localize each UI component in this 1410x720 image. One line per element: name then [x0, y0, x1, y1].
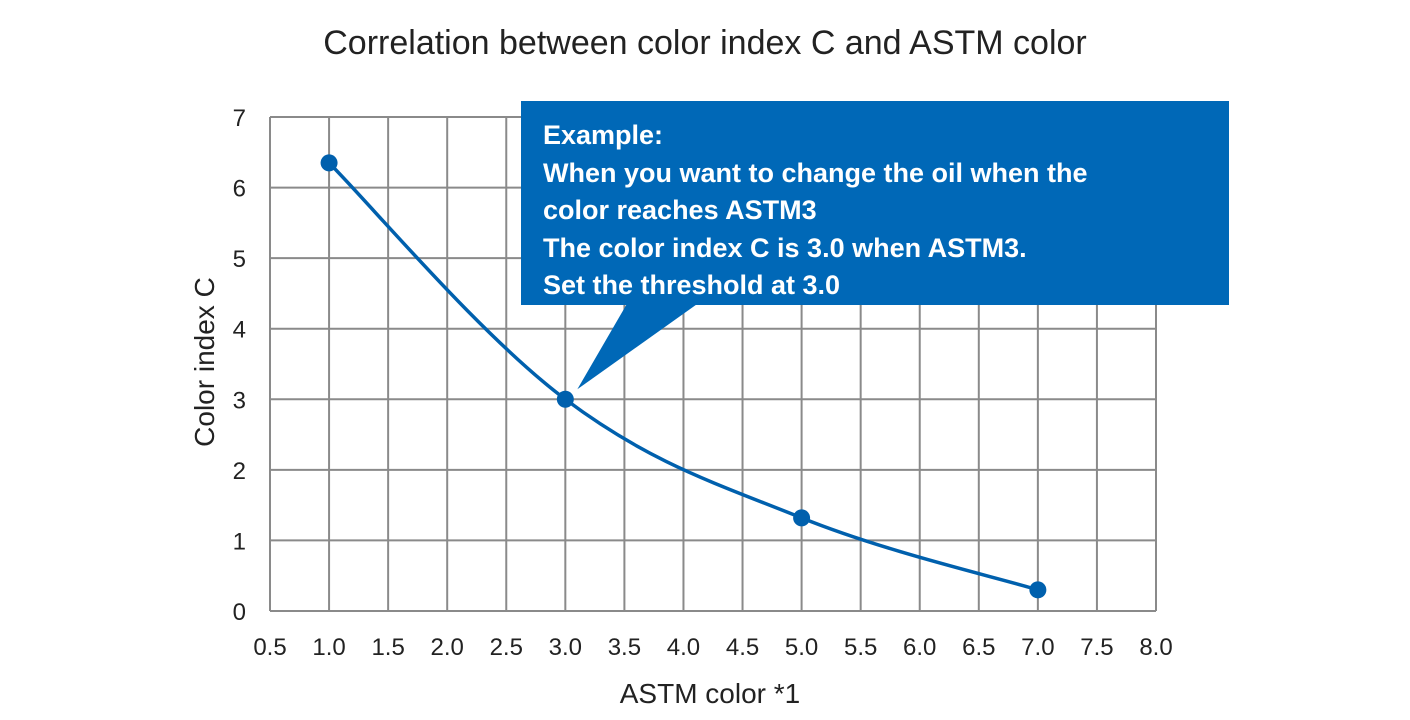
x-tick-label: 1.0: [312, 634, 345, 661]
x-tick-label: 2.0: [431, 634, 464, 661]
y-tick-label: 2: [233, 458, 246, 485]
y-tick-label: 4: [233, 317, 246, 344]
x-tick-label: 5.5: [844, 634, 877, 661]
x-tick-label: 4.5: [726, 634, 759, 661]
y-tick-label: 3: [233, 387, 246, 414]
x-tick-label: 6.5: [962, 634, 995, 661]
x-tick-label: 4.0: [667, 634, 700, 661]
callout-line: color reaches ASTM3: [543, 195, 817, 225]
x-tick-label: 3.0: [549, 634, 582, 661]
x-tick-label: 8.0: [1139, 634, 1172, 661]
x-tick-label: 2.5: [490, 634, 523, 661]
data-point: [1029, 581, 1047, 599]
y-tick-label: 1: [233, 528, 246, 555]
series-line: [327, 161, 1039, 592]
chart-title: Correlation between color index C and AS…: [323, 24, 1087, 62]
x-tick-label: 6.0: [903, 634, 936, 661]
x-tick-label: 3.5: [608, 634, 641, 661]
callout-line: Example:: [543, 120, 664, 150]
y-axis-label: Color index C: [189, 277, 220, 447]
callout-pointer: [577, 302, 700, 390]
x-axis-label: ASTM color *1: [619, 678, 801, 709]
x-tick-label: 7.0: [1021, 634, 1054, 661]
y-tick-label: 0: [233, 599, 246, 626]
x-tick-label: 5.0: [785, 634, 818, 661]
callout-line: Set the threshold at 3.0: [543, 270, 841, 300]
x-tick-label: 1.5: [371, 634, 404, 661]
x-tick-label: 0.5: [253, 634, 286, 661]
callout-line: The color index C is 3.0 when ASTM3.: [543, 232, 1027, 263]
y-tick-label: 7: [233, 105, 246, 132]
data-point: [320, 154, 338, 172]
x-tick-label: 7.5: [1080, 634, 1113, 661]
y-tick-label: 5: [233, 246, 246, 273]
callout-line: When you want to change the oil when the: [543, 157, 1088, 188]
y-tick-label: 6: [233, 176, 246, 203]
data-point: [556, 390, 574, 408]
example-callout: Example: When you want to change the oil…: [521, 101, 1229, 305]
data-point: [793, 509, 811, 527]
